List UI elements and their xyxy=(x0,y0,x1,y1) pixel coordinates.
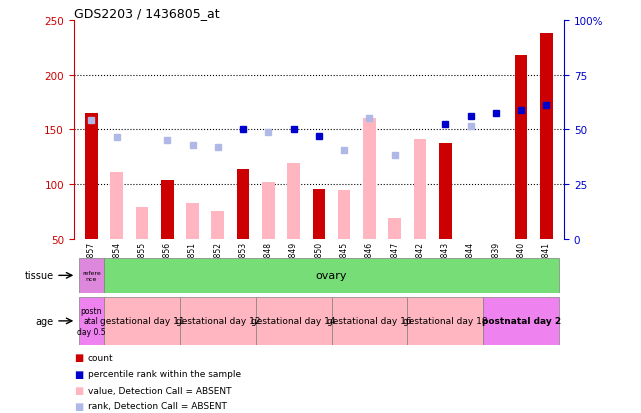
Text: tissue: tissue xyxy=(24,271,53,281)
Bar xyxy=(413,140,426,240)
Bar xyxy=(237,169,249,240)
Bar xyxy=(363,119,376,240)
Text: age: age xyxy=(35,316,53,326)
Text: gestational day 18: gestational day 18 xyxy=(403,317,488,325)
Text: count: count xyxy=(88,353,113,362)
Bar xyxy=(515,56,528,240)
Bar xyxy=(313,189,325,240)
Text: gestational day 16: gestational day 16 xyxy=(327,317,412,325)
Bar xyxy=(212,211,224,240)
Text: value, Detection Call = ABSENT: value, Detection Call = ABSENT xyxy=(88,386,231,395)
Text: gestational day 11: gestational day 11 xyxy=(99,317,184,325)
Bar xyxy=(408,297,483,345)
Bar xyxy=(540,34,553,240)
Text: GDS2203 / 1436805_at: GDS2203 / 1436805_at xyxy=(74,7,219,19)
Text: ovary: ovary xyxy=(316,271,347,281)
Bar xyxy=(483,297,559,345)
Text: postn
atal
day 0.5: postn atal day 0.5 xyxy=(77,306,106,336)
Bar xyxy=(79,258,104,293)
Bar xyxy=(388,219,401,240)
Bar xyxy=(104,297,180,345)
Text: gestational day 14: gestational day 14 xyxy=(251,317,336,325)
Bar xyxy=(262,183,274,240)
Text: refere
nce: refere nce xyxy=(82,270,101,281)
Bar xyxy=(180,297,256,345)
Text: gestational day 12: gestational day 12 xyxy=(176,317,260,325)
Bar xyxy=(256,297,331,345)
Text: ■: ■ xyxy=(74,352,83,362)
Bar xyxy=(439,143,452,240)
Bar xyxy=(287,164,300,240)
Bar xyxy=(161,180,174,240)
Bar xyxy=(85,114,97,240)
Bar xyxy=(331,297,408,345)
Text: ■: ■ xyxy=(74,401,83,411)
Bar xyxy=(79,297,104,345)
Bar xyxy=(110,173,123,240)
Text: ■: ■ xyxy=(74,385,83,395)
Bar xyxy=(338,190,351,240)
Text: postnatal day 2: postnatal day 2 xyxy=(481,317,561,325)
Bar xyxy=(186,204,199,240)
Text: percentile rank within the sample: percentile rank within the sample xyxy=(88,369,241,378)
Text: ■: ■ xyxy=(74,369,83,379)
Text: rank, Detection Call = ABSENT: rank, Detection Call = ABSENT xyxy=(88,401,227,410)
Bar xyxy=(136,208,148,240)
